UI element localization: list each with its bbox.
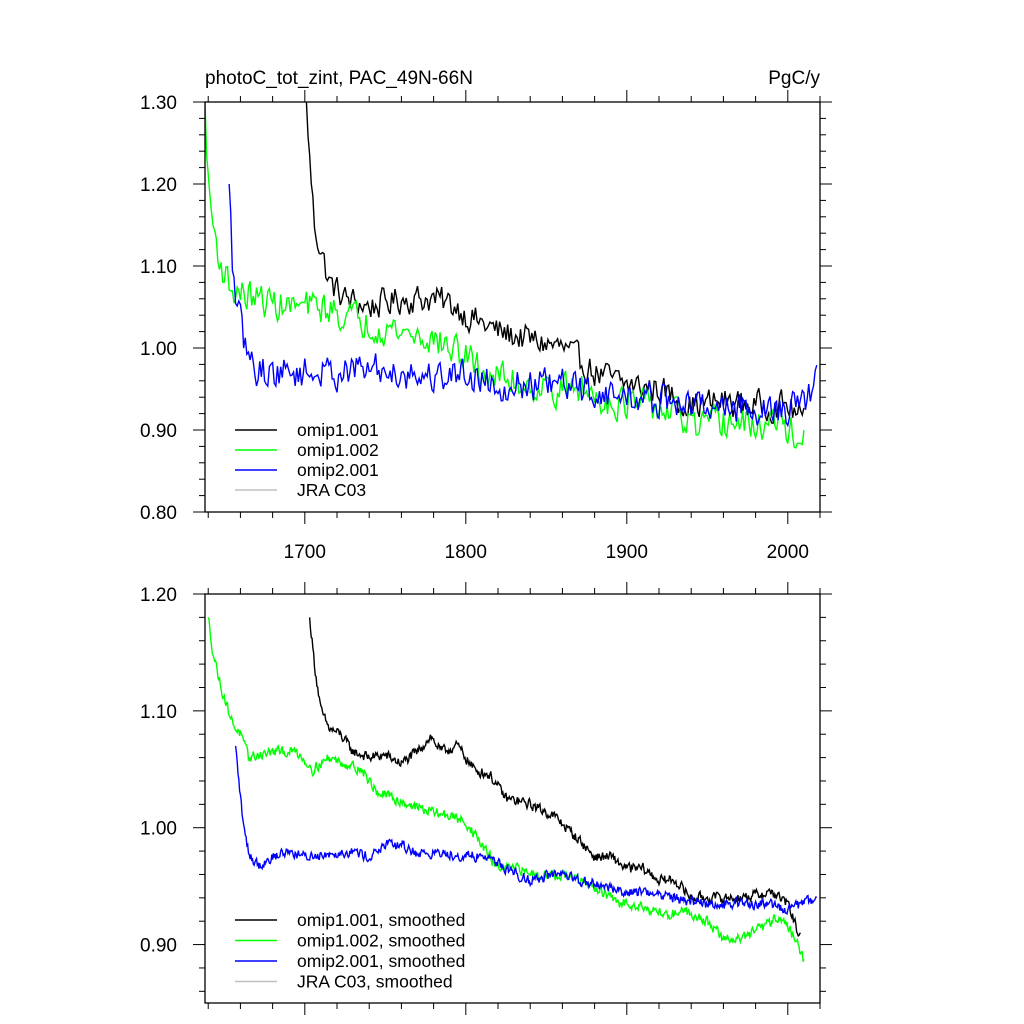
series-line-omip2-001: [228, 183, 818, 428]
x-tick-label: 1900: [606, 542, 648, 563]
series-line-omip2-001-smoothed: [234, 745, 818, 916]
series-group: [205, 102, 818, 449]
x-tick-label: 1700: [284, 542, 326, 563]
units-label: PgC/y: [768, 68, 820, 89]
y-tick-label: 1.00: [140, 339, 177, 360]
legend-label: JRA C03, smoothed: [297, 972, 453, 992]
legend-label: omip1.001, smoothed: [297, 910, 465, 930]
legend-label: omip1.002, smoothed: [297, 931, 465, 951]
y-tick-label: 0.80: [140, 503, 177, 524]
y-tick-label: 1.20: [140, 585, 177, 606]
chart-title: photoC_tot_zint, PAC_49N-66N: [205, 68, 473, 89]
legend-label: omip1.001: [297, 420, 379, 440]
legend-label: omip2.001, smoothed: [297, 951, 465, 971]
y-tick-label: 1.10: [140, 257, 177, 278]
plot-frame: [204, 593, 821, 1004]
smoothed-panel: 0.90 1.00 1.10 1.20 omip1.001, smoothedomip1…: [140, 582, 832, 1015]
y-tick-label: 0.90: [140, 936, 177, 957]
legend-label: omip2.001: [297, 460, 379, 480]
y-tick-label: 1.00: [140, 819, 177, 840]
y-tick-label: 1.20: [140, 175, 177, 196]
y-tick-label: 0.90: [140, 421, 177, 442]
y-tick-label: 1.10: [140, 702, 177, 723]
series-line-omip1-001-smoothed: [308, 617, 801, 937]
legend-label: omip1.002: [297, 440, 379, 460]
plot-frame: [204, 101, 821, 513]
series-line-omip1-002: [205, 102, 805, 449]
x-tick-label: 1800: [445, 542, 487, 563]
series-group: [207, 617, 818, 962]
x-tick-label: 2000: [767, 542, 809, 563]
legend-label: JRA C03: [297, 480, 366, 500]
annual-panel: 1700 1800 1900 2000 0.80 0.90 1.00 1.10 1.20 1.30…: [140, 90, 832, 563]
y-tick-label: 1.30: [140, 93, 177, 114]
